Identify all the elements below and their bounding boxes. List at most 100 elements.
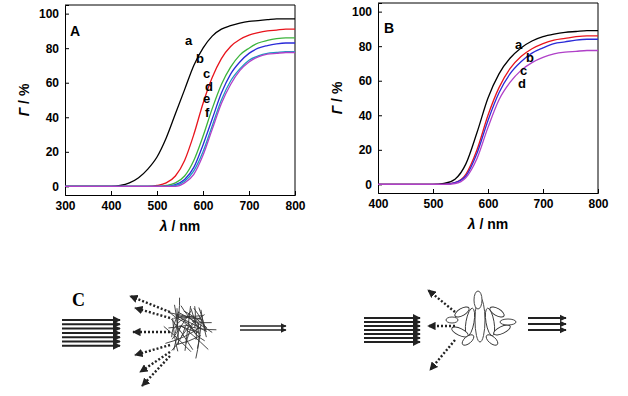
incident-arrow — [62, 336, 120, 338]
axis-title-unit: / nm — [168, 218, 201, 234]
y-tick-mark — [378, 115, 382, 116]
x-tick-mark — [157, 191, 158, 195]
scattered-arrow — [142, 356, 170, 386]
x-tick-label: 400 — [368, 197, 388, 211]
x-axis: 300400500600700800 — [55, 191, 305, 213]
x-tick-label: 700 — [239, 199, 259, 213]
series-line — [65, 52, 295, 187]
nanorod — [484, 333, 499, 347]
y-tick-label: 40 — [359, 109, 373, 123]
y-tick-label: 0 — [365, 178, 372, 192]
x-tick-label: 500 — [147, 199, 167, 213]
nanorod-cluster — [446, 291, 516, 347]
axis-title-symbol: λ — [159, 218, 168, 234]
series-label: d — [518, 76, 526, 91]
scattered-arrow — [130, 296, 170, 312]
y-tick-mark — [65, 152, 69, 153]
axis-title-unit: / % — [16, 83, 32, 108]
panel: 400500600700800020406080100abcdBλ / nmΓ … — [329, 3, 609, 232]
scattered-arrow — [428, 325, 455, 327]
fibre — [184, 311, 207, 328]
nanorod — [460, 333, 475, 347]
y-tick: 100 — [39, 7, 69, 21]
y-tick-label: 100 — [352, 5, 372, 19]
nanorod — [446, 317, 458, 323]
y-tick: 40 — [359, 109, 382, 123]
y-tick: 100 — [352, 5, 382, 19]
incident-arrow — [364, 321, 420, 323]
frame-right — [598, 3, 599, 193]
y-tick-label: 20 — [46, 145, 60, 159]
x-tick-mark — [543, 189, 544, 193]
scattered-arrow — [140, 352, 170, 372]
incident-arrow — [62, 328, 120, 330]
y-tick: 20 — [46, 145, 69, 159]
canvas: 300400500600700800020406080100abcdefAλ /… — [0, 0, 628, 396]
incident-arrow — [364, 325, 420, 327]
x-tick: 700 — [239, 191, 259, 213]
x-tick-mark — [295, 191, 296, 195]
fibre — [177, 308, 178, 330]
incident-arrow — [364, 333, 420, 335]
series-label: e — [203, 91, 210, 106]
incident-arrow — [364, 329, 420, 331]
y-tick: 60 — [46, 76, 69, 90]
axis-title-unit: / nm — [476, 216, 509, 232]
incident-arrow — [62, 332, 120, 334]
panel: 300400500600700800020406080100abcdefAλ /… — [16, 5, 306, 234]
nanorod — [488, 305, 505, 319]
x-tick: 600 — [478, 189, 498, 211]
fibre — [171, 319, 193, 350]
incident-arrow — [62, 319, 120, 321]
y-tick-label: 20 — [359, 143, 373, 157]
x-axis-line — [379, 189, 599, 194]
incident-arrow — [62, 345, 120, 347]
y-tick: 40 — [46, 111, 69, 125]
x-tick-label: 500 — [423, 197, 443, 211]
incident-arrow — [528, 323, 566, 325]
y-tick: 20 — [359, 143, 382, 157]
y-tick-label: 60 — [46, 76, 60, 90]
y-tick: 60 — [359, 74, 382, 88]
x-tick: 700 — [533, 189, 553, 211]
frame-right — [295, 5, 296, 195]
y-tick: 80 — [46, 42, 69, 56]
nanorod — [453, 305, 470, 319]
x-tick-mark — [488, 189, 489, 193]
y-axis-title: Γ / % — [329, 81, 345, 114]
y-axis: 0 20 40 60 80 100 — [352, 4, 382, 194]
y-axis: 020406080100 — [39, 6, 69, 196]
incident-arrow — [364, 317, 420, 319]
fibre — [186, 306, 191, 343]
x-tick-label: 800 — [588, 197, 608, 211]
y-tick-label: 100 — [39, 7, 59, 21]
y-tick-label: 60 — [359, 74, 373, 88]
frame-top — [65, 5, 295, 6]
nanorod — [500, 319, 516, 325]
series-line — [378, 36, 598, 185]
x-tick-label: 800 — [285, 199, 305, 213]
scattered-arrow — [135, 308, 170, 318]
x-tick-mark — [111, 191, 112, 195]
scattered-arrow — [133, 331, 170, 333]
y-tick-label: 80 — [359, 40, 373, 54]
incident-arrow — [62, 323, 120, 325]
frame-top — [378, 3, 598, 4]
x-tick: 400 — [101, 191, 121, 213]
series-line — [65, 38, 295, 187]
axis-title-symbol: λ — [467, 216, 476, 232]
x-tick: 800 — [285, 191, 305, 213]
y-tick-mark — [378, 12, 382, 13]
x-tick-mark — [598, 189, 599, 193]
incident-arrow — [364, 341, 420, 343]
scattered-arrow — [135, 345, 170, 355]
incident-arrow — [240, 325, 286, 326]
x-tick-label: 700 — [533, 197, 553, 211]
incident-arrow — [364, 337, 420, 339]
fibre — [168, 313, 201, 319]
y-tick-mark — [65, 14, 69, 15]
y-tick: 80 — [359, 40, 382, 54]
series-label: f — [205, 105, 210, 120]
panel-title: B — [384, 20, 394, 36]
x-tick-label: 300 — [55, 199, 75, 213]
